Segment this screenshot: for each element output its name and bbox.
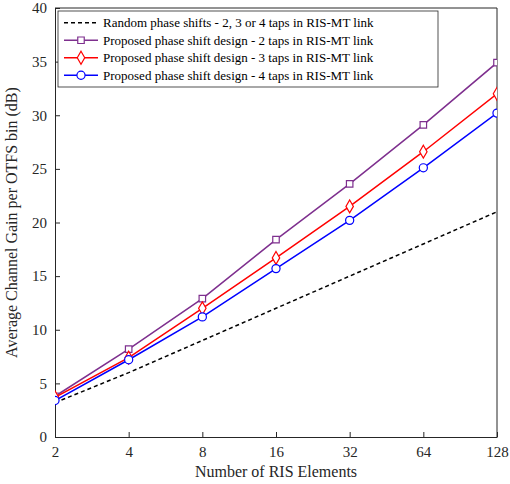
legend: Random phase shifts - 2, 3 or 4 taps in … bbox=[58, 11, 438, 87]
tick-mark bbox=[55, 437, 60, 438]
legend-label: Proposed phase shift design - 4 taps in … bbox=[103, 68, 374, 83]
tick: 64 bbox=[416, 432, 432, 460]
legend-label: Proposed phase shift design - 2 taps in … bbox=[103, 33, 374, 48]
marker bbox=[55, 396, 59, 404]
tick: 10 bbox=[32, 322, 60, 338]
y-axis-title: Average Channel Gain per OTFS bin (dB) bbox=[3, 87, 21, 358]
tick-mark bbox=[55, 383, 60, 384]
marker bbox=[346, 200, 353, 213]
chart: 2 4 8 16 32 64 128 0 5 10 15 20 25 30 35 40 Random phase… bbox=[0, 0, 510, 484]
marker bbox=[273, 236, 279, 242]
tick-mark bbox=[55, 276, 60, 277]
tick-label: 4 bbox=[125, 444, 133, 460]
data-area bbox=[55, 59, 497, 404]
tick: 16 bbox=[269, 432, 285, 460]
legend-label: Random phase shifts - 2, 3 or 4 taps in … bbox=[103, 15, 374, 30]
tick: 32 bbox=[343, 432, 358, 460]
legend-box bbox=[58, 11, 438, 87]
y-axis: 0 5 10 15 20 25 30 35 40 bbox=[32, 0, 60, 445]
legend-line bbox=[64, 22, 98, 24]
marker bbox=[125, 351, 132, 364]
tick-mark bbox=[55, 223, 60, 224]
marker bbox=[420, 145, 427, 158]
tick: 0 bbox=[40, 429, 61, 445]
tick-label: 10 bbox=[32, 322, 47, 338]
tick-label: 2 bbox=[52, 444, 60, 460]
tick: 8 bbox=[199, 432, 207, 460]
marker bbox=[493, 87, 497, 100]
tick-mark bbox=[276, 432, 277, 437]
tick-mark bbox=[350, 432, 351, 437]
series-line bbox=[55, 212, 497, 403]
x-axis: 2 4 8 16 32 64 128 bbox=[52, 432, 509, 460]
marker bbox=[55, 391, 59, 404]
tick-label: 40 bbox=[32, 0, 47, 16]
series-line bbox=[55, 63, 497, 397]
tick-label: 35 bbox=[32, 54, 47, 70]
tick-mark bbox=[129, 432, 130, 437]
tick-label: 64 bbox=[416, 444, 432, 460]
series-line bbox=[55, 113, 497, 400]
tick: 30 bbox=[32, 108, 60, 124]
marker bbox=[494, 59, 497, 65]
marker bbox=[198, 313, 206, 321]
tick-label: 128 bbox=[486, 444, 509, 460]
frame bbox=[497, 8, 498, 437]
x-axis-title: Number of RIS Elements bbox=[195, 463, 357, 480]
marker bbox=[272, 265, 280, 273]
legend-label: Proposed phase shift design - 3 taps in … bbox=[103, 50, 374, 65]
tick-label: 16 bbox=[269, 444, 285, 460]
marker bbox=[346, 216, 354, 224]
marker bbox=[420, 122, 426, 128]
tick-mark bbox=[423, 432, 424, 437]
tick-label: 0 bbox=[40, 429, 48, 445]
tick-mark bbox=[55, 115, 60, 116]
tick: 20 bbox=[32, 215, 60, 231]
tick-label: 25 bbox=[32, 161, 47, 177]
legend-marker bbox=[77, 51, 84, 64]
marker bbox=[419, 164, 427, 172]
frame bbox=[55, 8, 497, 9]
tick-label: 30 bbox=[32, 108, 47, 124]
tick-label: 20 bbox=[32, 215, 47, 231]
tick: 5 bbox=[40, 376, 61, 392]
tick-label: 5 bbox=[40, 376, 48, 392]
tick: 25 bbox=[32, 161, 60, 177]
tick-mark bbox=[55, 330, 60, 331]
tick-label: 32 bbox=[343, 444, 358, 460]
tick: 35 bbox=[32, 54, 60, 70]
axis-line bbox=[56, 437, 498, 438]
marker bbox=[272, 251, 279, 264]
plot: 2 4 8 16 32 64 128 0 5 10 15 20 25 30 35 40 Random phase… bbox=[32, 0, 509, 459]
tick-mark bbox=[202, 432, 203, 437]
tick-label: 15 bbox=[32, 268, 47, 284]
series-line bbox=[55, 94, 497, 398]
tick: 15 bbox=[32, 268, 60, 284]
marker bbox=[493, 109, 497, 117]
marker bbox=[125, 356, 133, 364]
tick-mark bbox=[55, 169, 60, 170]
tick-label: 8 bbox=[199, 444, 207, 460]
tick: 4 bbox=[125, 432, 133, 460]
legend-marker bbox=[77, 71, 85, 79]
marker bbox=[346, 181, 352, 187]
legend-marker bbox=[78, 37, 84, 43]
